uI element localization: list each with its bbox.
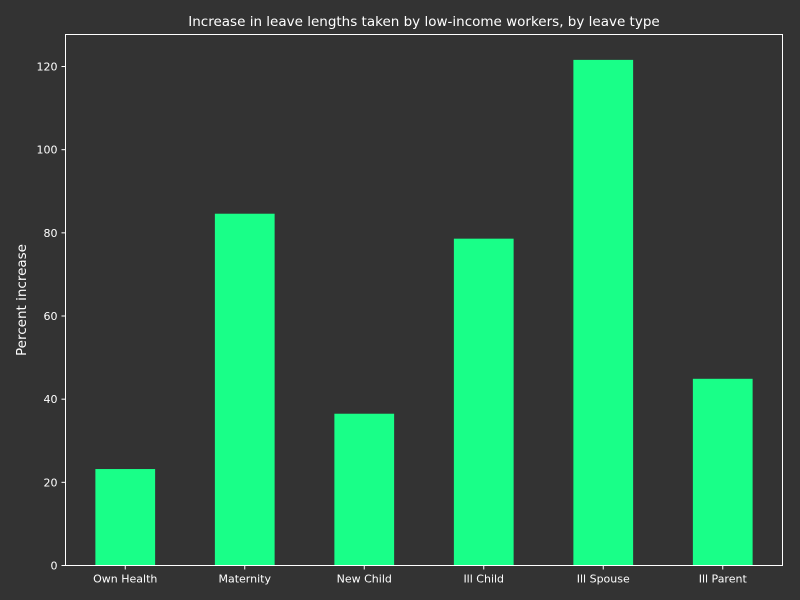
x-tick-label: Ill Child — [463, 573, 504, 586]
y-tick-label: 100 — [37, 144, 58, 157]
plot-frame — [65, 34, 783, 566]
x-tick-label: Ill Spouse — [577, 573, 630, 586]
x-tick-label: Own Health — [93, 573, 157, 586]
chart-title: Increase in leave lengths taken by low-i… — [188, 14, 659, 30]
y-axis-ticks: 0 20 40 60 80 100 120 — [37, 61, 66, 573]
x-tick-label: New Child — [337, 573, 392, 586]
y-tick-label: 0 — [51, 560, 58, 573]
bar-ill-spouse — [573, 59, 634, 566]
y-tick-label: 20 — [44, 476, 58, 489]
bar-new-child — [334, 413, 395, 566]
y-axis-label: Percent increase — [14, 244, 30, 356]
bar-ill-child — [453, 238, 514, 566]
y-tick-label: 40 — [44, 393, 58, 406]
bar-maternity — [214, 213, 275, 566]
y-tick-label: 60 — [44, 310, 58, 323]
y-tick-label: 120 — [37, 61, 58, 74]
y-tick-label: 80 — [44, 227, 58, 240]
x-tick-label: Maternity — [219, 573, 272, 586]
bar-own-health — [95, 469, 156, 566]
bars-layer — [95, 59, 753, 566]
x-tick-label: Ill Parent — [699, 573, 748, 586]
bar-ill-parent — [692, 378, 753, 566]
x-axis-ticks: Own Health Maternity New Child Ill Child Ill… — [93, 565, 748, 586]
